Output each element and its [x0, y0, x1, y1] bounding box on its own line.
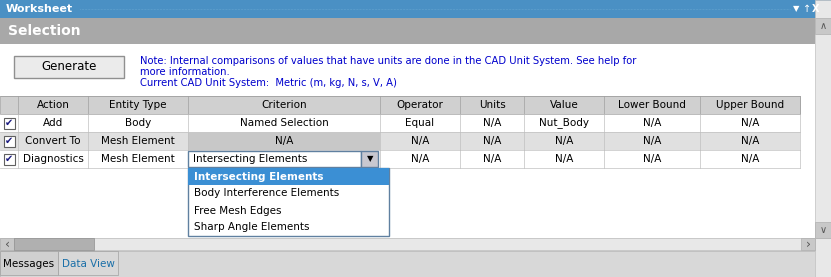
Text: N/A: N/A	[411, 136, 429, 146]
Text: Current CAD Unit System:  Metric (m, kg, N, s, V, A): Current CAD Unit System: Metric (m, kg, …	[140, 78, 397, 88]
Text: ▼: ▼	[366, 155, 373, 163]
Text: N/A: N/A	[555, 154, 573, 164]
Bar	[0, 18, 815, 44]
Bar	[14, 238, 94, 250]
Bar	[188, 151, 361, 167]
Bar	[188, 132, 380, 150]
Text: Mesh Element: Mesh Element	[101, 154, 175, 164]
Bar	[0, 114, 800, 132]
Text: N/A: N/A	[483, 118, 501, 128]
Text: Intersecting Elements: Intersecting Elements	[194, 171, 323, 181]
Text: Convert To: Convert To	[25, 136, 81, 146]
Text: Nut_Body: Nut_Body	[539, 117, 589, 129]
Text: N/A: N/A	[740, 154, 760, 164]
Text: Generate: Generate	[42, 60, 96, 73]
Bar	[815, 238, 831, 277]
Bar	[801, 238, 815, 250]
Bar	[0, 238, 14, 250]
Text: ▼: ▼	[793, 4, 799, 14]
Text: ‹: ‹	[4, 237, 9, 250]
Text: Lower Bound: Lower Bound	[618, 100, 686, 110]
Text: Upper Bound: Upper Bound	[716, 100, 784, 110]
Text: Free Mesh Edges: Free Mesh Edges	[194, 206, 282, 216]
Text: Action: Action	[37, 100, 70, 110]
Text: Criterion: Criterion	[261, 100, 307, 110]
Bar	[0, 96, 800, 114]
Text: ✔: ✔	[5, 136, 13, 146]
Text: N/A: N/A	[740, 118, 760, 128]
Text: N/A: N/A	[483, 154, 501, 164]
Bar	[3, 117, 14, 129]
Text: more information.: more information.	[140, 67, 229, 77]
Text: Intersecting Elements: Intersecting Elements	[193, 154, 307, 164]
Bar	[0, 0, 831, 18]
Text: N/A: N/A	[411, 154, 429, 164]
Text: Add: Add	[43, 118, 63, 128]
Bar	[815, 0, 831, 238]
Text: Selection: Selection	[8, 24, 81, 38]
Text: ✔: ✔	[5, 118, 13, 128]
Bar	[0, 238, 815, 250]
Text: Diagnostics: Diagnostics	[22, 154, 83, 164]
Bar	[14, 56, 124, 78]
Text: ↑: ↑	[803, 4, 811, 14]
Bar	[815, 18, 831, 34]
Text: Value: Value	[549, 100, 578, 110]
Text: N/A: N/A	[740, 136, 760, 146]
Text: Entity Type: Entity Type	[109, 100, 167, 110]
Text: Worksheet: Worksheet	[6, 4, 73, 14]
Text: ∨: ∨	[819, 225, 827, 235]
Text: Equal: Equal	[406, 118, 435, 128]
Text: N/A: N/A	[643, 136, 661, 146]
Text: Operator: Operator	[396, 100, 444, 110]
Bar	[188, 168, 389, 236]
Text: Units: Units	[479, 100, 505, 110]
Text: ∧: ∧	[819, 21, 827, 31]
Text: X: X	[812, 4, 819, 14]
Bar	[3, 135, 14, 147]
Text: Body: Body	[125, 118, 151, 128]
Bar	[188, 168, 389, 185]
Text: N/A: N/A	[483, 136, 501, 146]
Bar	[361, 151, 378, 167]
Bar	[0, 44, 815, 238]
Text: ✔: ✔	[5, 154, 13, 164]
Text: N/A: N/A	[643, 118, 661, 128]
Text: N/A: N/A	[643, 154, 661, 164]
Text: ›: ›	[805, 237, 810, 250]
Bar	[0, 251, 58, 275]
Text: Note: Internal comparisons of values that have units are done in the CAD Unit Sy: Note: Internal comparisons of values tha…	[140, 56, 637, 66]
Text: Mesh Element: Mesh Element	[101, 136, 175, 146]
Text: Body Interference Elements: Body Interference Elements	[194, 189, 339, 199]
Bar	[58, 251, 118, 275]
Bar	[0, 251, 831, 277]
Text: Data View: Data View	[61, 259, 115, 269]
Bar	[3, 153, 14, 165]
Text: N/A: N/A	[275, 136, 293, 146]
Text: Sharp Angle Elements: Sharp Angle Elements	[194, 222, 309, 232]
Bar	[0, 150, 800, 168]
Text: Named Selection: Named Selection	[239, 118, 328, 128]
Text: N/A: N/A	[555, 136, 573, 146]
Bar	[0, 132, 800, 150]
Bar	[815, 222, 831, 238]
Text: Messages: Messages	[3, 259, 55, 269]
